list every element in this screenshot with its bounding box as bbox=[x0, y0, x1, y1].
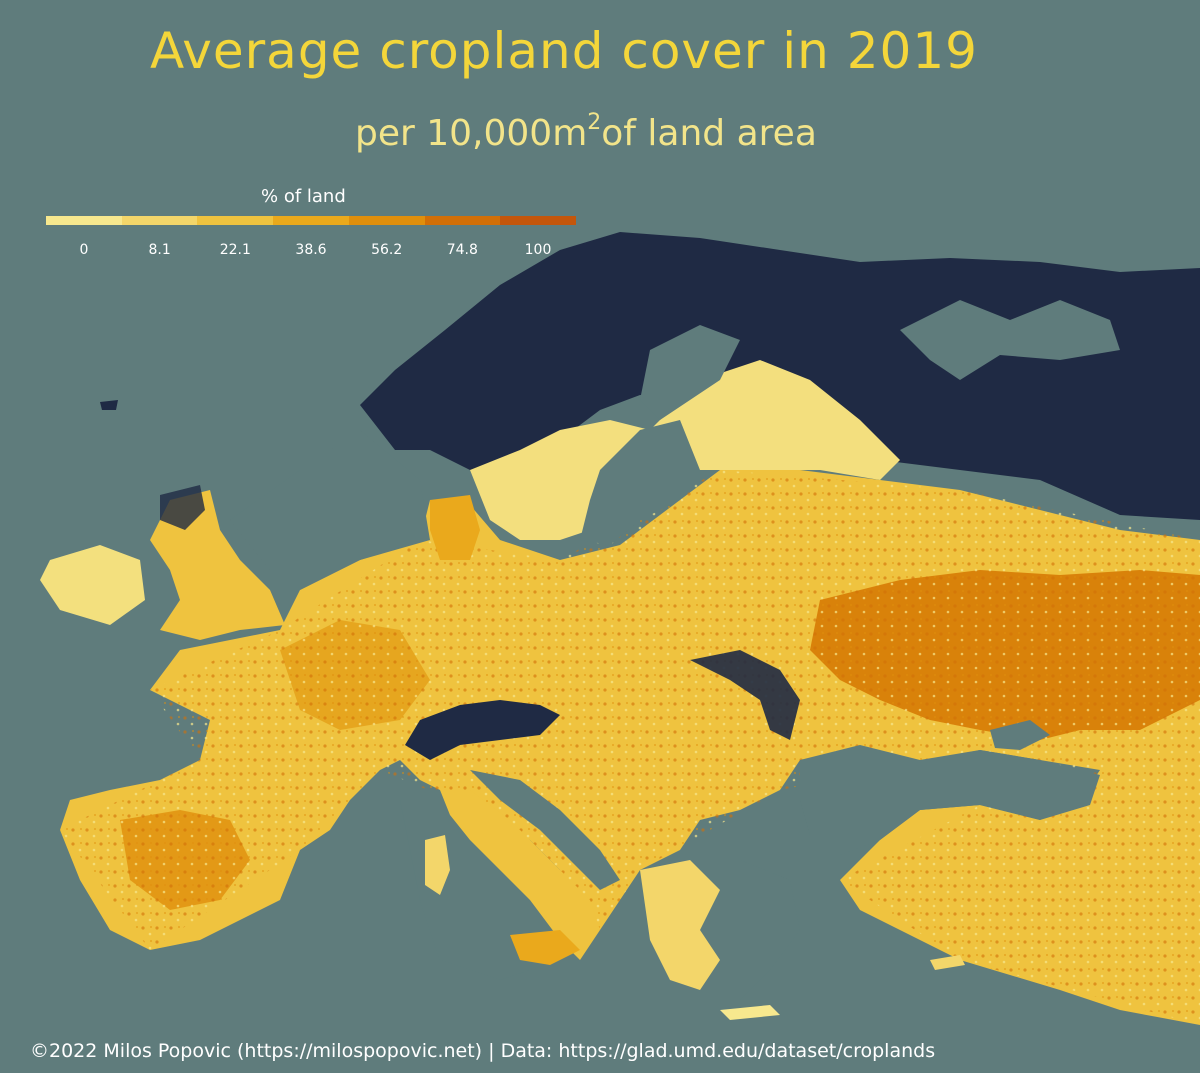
scotland-no-data bbox=[160, 485, 205, 530]
white-sea bbox=[900, 300, 1120, 380]
subtitle-main: per 10,000m bbox=[355, 113, 588, 154]
denmark bbox=[430, 495, 480, 560]
adriatic-sea bbox=[470, 770, 620, 890]
azov-sea bbox=[990, 720, 1050, 750]
map-texture bbox=[60, 470, 1200, 1025]
legend-ticks: 0 8.1 22.1 38.6 56.2 74.8 100 bbox=[46, 242, 576, 262]
faroe-islands bbox=[100, 400, 118, 410]
legend-color-segment bbox=[500, 216, 577, 225]
legend-tick-label: 22.1 bbox=[219, 242, 251, 258]
black-sea bbox=[800, 745, 1100, 855]
legend-color-segment bbox=[348, 216, 425, 225]
legend-color-bar bbox=[46, 216, 577, 225]
gulf-of-bothnia bbox=[640, 325, 740, 420]
cyprus bbox=[930, 955, 965, 970]
legend-tick-label: 0 bbox=[79, 242, 89, 258]
crete bbox=[720, 1005, 780, 1020]
sardinia bbox=[425, 835, 450, 895]
alps-no-data bbox=[405, 700, 560, 760]
legend-tick-label: 56.2 bbox=[371, 242, 403, 258]
legend-tick-label: 100 bbox=[524, 242, 552, 258]
map-title: Average cropland cover in 2019 bbox=[150, 22, 978, 80]
legend-tick-label: 8.1 bbox=[148, 242, 171, 258]
carpathians-no-data bbox=[690, 650, 800, 740]
legend-color-segment bbox=[424, 216, 501, 225]
north-sea bbox=[230, 430, 430, 590]
greece bbox=[640, 860, 720, 990]
italy bbox=[440, 790, 600, 960]
legend-color-segment bbox=[121, 216, 198, 225]
subtitle-superscript: 2 bbox=[587, 110, 602, 135]
legend-tick-label: 38.6 bbox=[295, 242, 327, 258]
legend-title: % of land bbox=[261, 186, 346, 207]
ireland bbox=[40, 545, 145, 625]
credit-line: ©2022 Milos Popovic (https://milospopovi… bbox=[30, 1040, 936, 1062]
legend-color-segment bbox=[273, 216, 349, 225]
legend-color-segment bbox=[46, 216, 122, 225]
subtitle-tail: of land area bbox=[601, 113, 817, 154]
sicily bbox=[510, 930, 580, 965]
legend-color-segment bbox=[197, 216, 274, 225]
baltic-sea bbox=[580, 420, 700, 545]
legend-tick-label: 74.8 bbox=[446, 242, 478, 258]
map-subtitle: per 10,000m2of land area bbox=[355, 110, 817, 154]
